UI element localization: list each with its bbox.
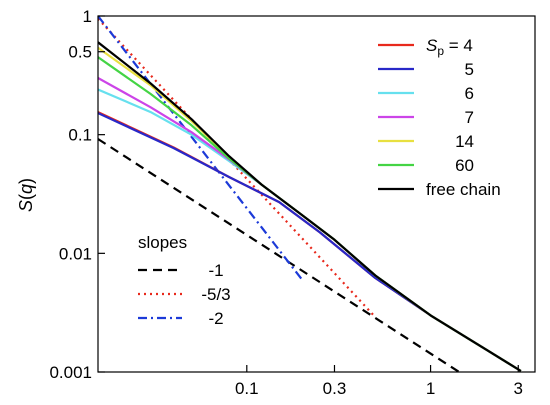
y-tick-label: 0.01	[59, 244, 92, 263]
legend-label-3: 6	[465, 84, 474, 103]
legend-label-4: 7	[465, 108, 474, 127]
x-tick-label: 3	[514, 379, 523, 398]
legend-label-7: free chain	[426, 180, 501, 199]
plot-lines	[98, 16, 522, 372]
slope-line-2	[98, 17, 377, 318]
x-tick-label: 0.3	[323, 379, 347, 398]
series-line-7	[98, 41, 522, 372]
slope-label-1: -1	[208, 261, 223, 280]
slope-line-3	[98, 16, 303, 281]
slopes-legend-title: slopes	[138, 233, 187, 252]
y-tick-label: 0.1	[68, 126, 92, 145]
y-tick-label: 0.001	[49, 363, 92, 382]
legend: Sp = 4 5 6 7 14 60 free chain	[378, 36, 501, 199]
x-tick-label: 0.1	[235, 379, 259, 398]
slopes-legend: slopes -1 -5/3 -2	[138, 233, 231, 328]
legend-label-1: Sp = 4	[426, 36, 473, 58]
legend-label-6: 60	[455, 156, 474, 175]
y-axis-title: S(q)	[16, 178, 36, 212]
legend-label-2: 5	[465, 60, 474, 79]
y-tick-label: 1	[83, 7, 92, 26]
plot-frame	[97, 15, 536, 373]
slope-label-2: -5/3	[201, 285, 230, 304]
ticks: 0.1 0.3 1 3 0.001 0.01 0.1 0.5 1	[49, 7, 523, 398]
series-line-6	[98, 56, 522, 372]
y-tick-label: 0.5	[68, 43, 92, 62]
legend-label-5: 14	[455, 132, 474, 151]
x-tick-label: 1	[426, 379, 435, 398]
slope-label-3: -2	[208, 309, 223, 328]
slope-line-1	[98, 138, 462, 372]
